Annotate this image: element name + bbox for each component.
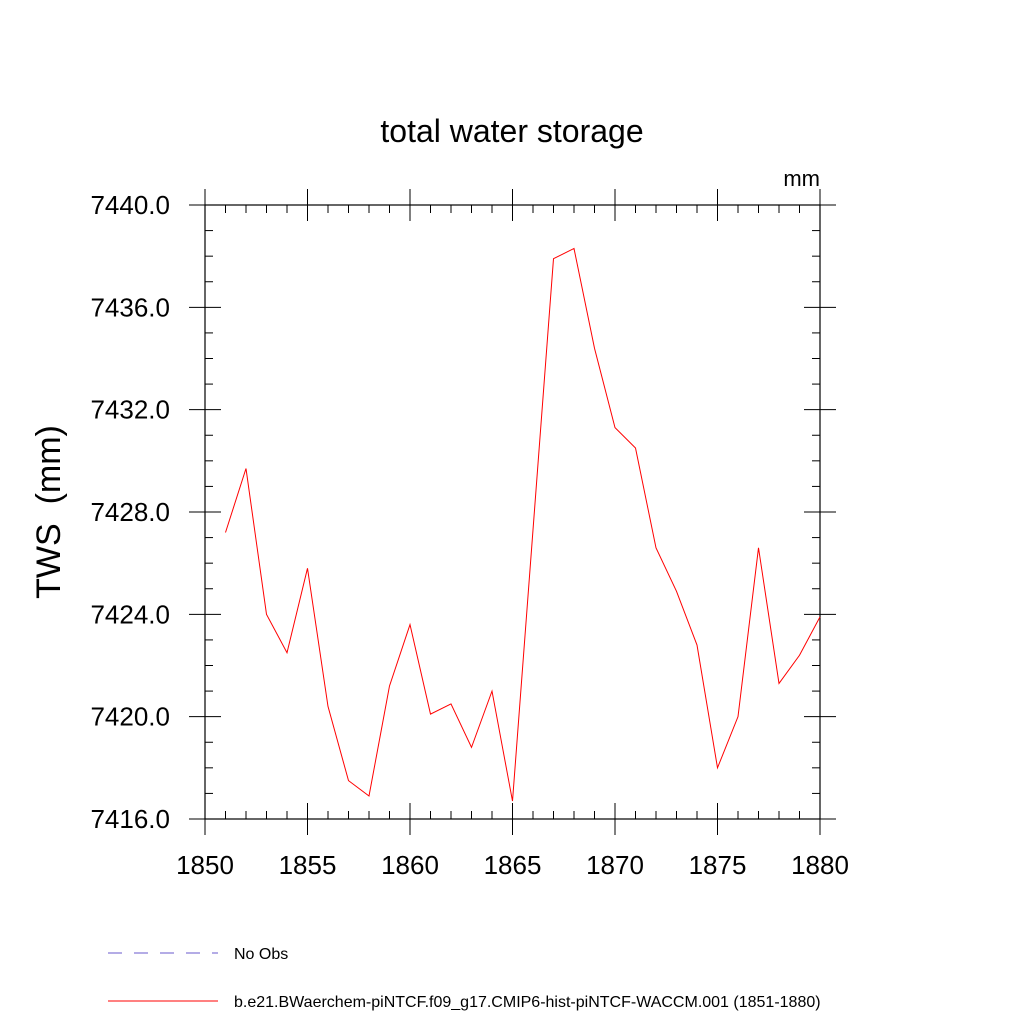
y-tick-label: 7436.0 (90, 292, 170, 322)
x-tick-label: 1875 (689, 850, 747, 880)
y-tick-label: 7440.0 (90, 190, 170, 220)
units-label: mm (783, 166, 820, 191)
x-tick-label: 1880 (791, 850, 849, 880)
y-tick-label: 7424.0 (90, 599, 170, 629)
series-line (226, 248, 821, 801)
legend-label: No Obs (234, 946, 288, 963)
y-axis-label: TWS (mm) (30, 425, 68, 599)
legend: No Obs b.e21.BWaerchem-piNTCF.f09_g17.CMI… (108, 946, 821, 1011)
chart-title: total water storage (380, 113, 643, 149)
x-tick-label: 1855 (279, 850, 337, 880)
y-tick-label: 7416.0 (90, 804, 170, 834)
plot-area: 1850 1855 1860 1865 1870 1875 1880 7416.0 7420.0… (90, 189, 848, 880)
y-tick-label: 7428.0 (90, 497, 170, 527)
x-tick-label: 1850 (176, 850, 234, 880)
x-tick-label: 1860 (381, 850, 439, 880)
y-tick-label: 7420.0 (90, 702, 170, 732)
x-tick-label: 1870 (586, 850, 644, 880)
plot-frame (205, 205, 820, 819)
y-tick-label: 7432.0 (90, 395, 170, 425)
legend-label: b.e21.BWaerchem-piNTCF.f09_g17.CMIP6-his… (234, 994, 821, 1011)
x-tick-label: 1865 (484, 850, 542, 880)
